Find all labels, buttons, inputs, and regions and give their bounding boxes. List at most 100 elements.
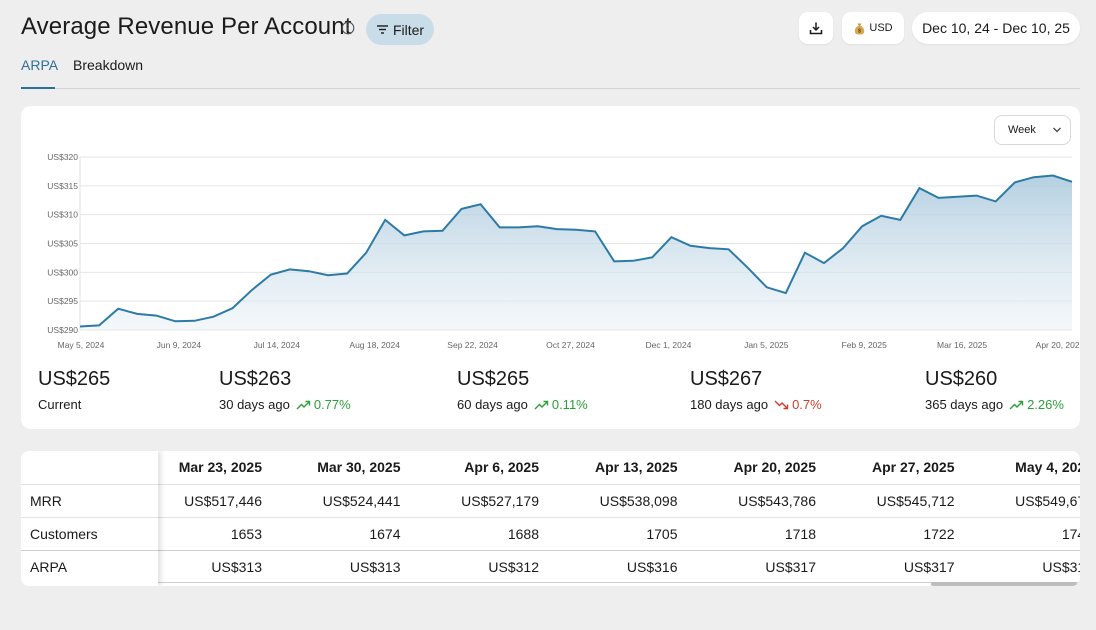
- tab-bar: ARPA Breakdown: [21, 56, 1080, 89]
- column-header: Apr 6, 2025: [464, 459, 539, 475]
- row-divider: [21, 550, 1080, 551]
- filter-button[interactable]: Filter: [366, 14, 434, 45]
- stat-label: 60 days ago: [457, 397, 528, 412]
- table-cell-arpa: US$316: [626, 559, 678, 575]
- stat-delta-value: 0.11%: [551, 397, 588, 412]
- info-icon[interactable]: [341, 21, 355, 35]
- row-label-mrr: MRR: [30, 493, 62, 509]
- table-cell-arpa: US$313: [211, 559, 262, 575]
- svg-text:$: $: [858, 28, 861, 34]
- x-tick-label: Jan 5, 2025: [744, 340, 789, 350]
- stat-30-days: US$263 30 days ago 0.77%: [219, 368, 351, 412]
- row-divider: [21, 517, 158, 518]
- stat-365-days: US$260 365 days ago 2.26%: [925, 368, 1064, 412]
- stat-delta-value: 0.77%: [313, 397, 351, 412]
- stat-delta: 0.7%: [774, 397, 822, 412]
- stat-value: US$265: [457, 368, 530, 390]
- table-scroll-area[interactable]: Mar 23, 2025 US$517,446 1653 US$313 Mar 30, …: [158, 451, 1080, 586]
- chart-series-line: [79, 174, 1073, 328]
- row-divider: [21, 582, 1080, 583]
- frozen-row-labels: MRR Customers ARPA: [21, 451, 158, 586]
- currency-selector[interactable]: $ USD: [842, 12, 904, 44]
- table-cell-arpa: US$312: [488, 559, 539, 575]
- column-header: Mar 23, 2025: [178, 459, 262, 475]
- stat-180-days: US$267 180 days ago 0.7%: [690, 368, 822, 412]
- table-cell-mrr: US$517,446: [184, 493, 262, 509]
- row-divider: [21, 484, 1080, 485]
- tab-arpa[interactable]: ARPA: [21, 57, 58, 89]
- table-cell-customers: 1722: [923, 526, 955, 542]
- tab-breakdown[interactable]: Breakdown: [73, 57, 144, 73]
- table-cell-arpa: US$313: [349, 559, 401, 575]
- trend-up-icon: [534, 400, 549, 409]
- arpa-line-chart: US$290 US$295 US$300 US$305 US$310 US$315 US$3…: [47, 152, 1080, 350]
- table-cell-customers: 1674: [369, 526, 401, 542]
- column-header: Apr 20, 2025: [733, 459, 817, 475]
- x-tick-label: Dec 1, 2024: [645, 340, 691, 350]
- x-tick-label: Oct 27, 2024: [546, 340, 595, 350]
- stat-current: US$265 Current: [38, 368, 110, 412]
- stat-delta: 0.77%: [296, 397, 351, 412]
- y-tick-label: US$310: [47, 210, 78, 220]
- money-bag-icon: $: [855, 23, 865, 34]
- x-tick-label: May 5, 2024: [58, 340, 105, 350]
- stat-value: US$265: [38, 368, 111, 390]
- download-icon: [809, 22, 823, 35]
- table-cell-arpa: US$316: [1042, 559, 1080, 575]
- stat-label: 30 days ago: [219, 397, 290, 412]
- date-range-picker[interactable]: Dec 10, 24 - Dec 10, 25: [912, 12, 1080, 44]
- stat-label: 180 days ago: [690, 397, 769, 412]
- table-cell-customers: 1718: [784, 526, 816, 542]
- date-range-label: Dec 10, 24 - Dec 10, 25: [922, 20, 1070, 36]
- download-button[interactable]: [799, 12, 833, 44]
- data-table[interactable]: Mar 23, 2025 US$517,446 1653 US$313 Mar 30, …: [21, 451, 1080, 586]
- stat-label: 365 days ago: [925, 397, 1004, 412]
- horizontal-scrollbar[interactable]: [931, 582, 1077, 586]
- table-cell-customers: 1688: [507, 526, 539, 542]
- row-label-arpa: ARPA: [30, 559, 68, 575]
- y-tick-label: US$315: [47, 181, 78, 191]
- stat-delta-value: 0.7%: [792, 397, 822, 412]
- table-cell-mrr: US$527,179: [461, 493, 539, 509]
- table-cell-mrr: US$543,786: [738, 493, 816, 509]
- table-cell-mrr: US$549,676: [1015, 493, 1080, 509]
- x-tick-label: Feb 9, 2025: [842, 340, 888, 350]
- stat-value: US$267: [690, 368, 763, 390]
- table-cell-customers: 1741: [1061, 526, 1080, 542]
- x-tick-label: Sep 22, 2024: [447, 340, 498, 350]
- table-cell-mrr: US$545,712: [876, 493, 955, 509]
- column-header: Apr 13, 2025: [595, 459, 678, 475]
- y-tick-label: US$320: [47, 152, 78, 162]
- column-header: Apr 27, 2025: [872, 459, 955, 475]
- stat-delta: 2.26%: [1009, 397, 1064, 412]
- row-divider: [21, 517, 1080, 518]
- y-tick-label: US$300: [47, 267, 78, 277]
- chart-card: Week US$290 US$295 US$300 US$305 US$310 US$31…: [21, 106, 1080, 429]
- y-tick-label: US$290: [47, 325, 78, 335]
- table-cell-arpa: US$317: [765, 559, 816, 575]
- chevron-down-icon: [1053, 127, 1061, 133]
- x-tick-label: Aug 18, 2024: [349, 340, 400, 350]
- column-header: May 4, 2025: [1015, 459, 1080, 475]
- stat-value: US$260: [925, 368, 998, 390]
- filter-label: Filter: [392, 21, 425, 38]
- period-select[interactable]: Week: [994, 115, 1071, 145]
- page-title: Average Revenue Per Account: [21, 13, 352, 40]
- stat-value: US$263: [219, 368, 292, 390]
- table-cell-customers: 1705: [646, 526, 678, 542]
- chart-area-fill: [80, 175, 1072, 330]
- y-tick-label: US$295: [47, 296, 78, 306]
- row-divider: [21, 550, 158, 551]
- y-tick-label: US$305: [47, 239, 78, 249]
- stat-delta-value: 2.26%: [1027, 397, 1064, 412]
- row-label-customers: Customers: [30, 526, 98, 542]
- table-cell-mrr: US$524,441: [322, 493, 401, 509]
- trend-up-icon: [296, 400, 311, 409]
- filter-icon: [376, 25, 388, 34]
- column-header: Mar 30, 2025: [317, 459, 401, 475]
- x-tick-label: Apr 20, 2025: [1036, 340, 1080, 350]
- x-tick-label: Mar 16, 2025: [937, 340, 987, 350]
- stats-row: US$265 Current US$263 30 days ago 0.77% …: [21, 364, 1080, 424]
- trend-up-icon: [1009, 400, 1024, 409]
- row-divider: [21, 484, 158, 485]
